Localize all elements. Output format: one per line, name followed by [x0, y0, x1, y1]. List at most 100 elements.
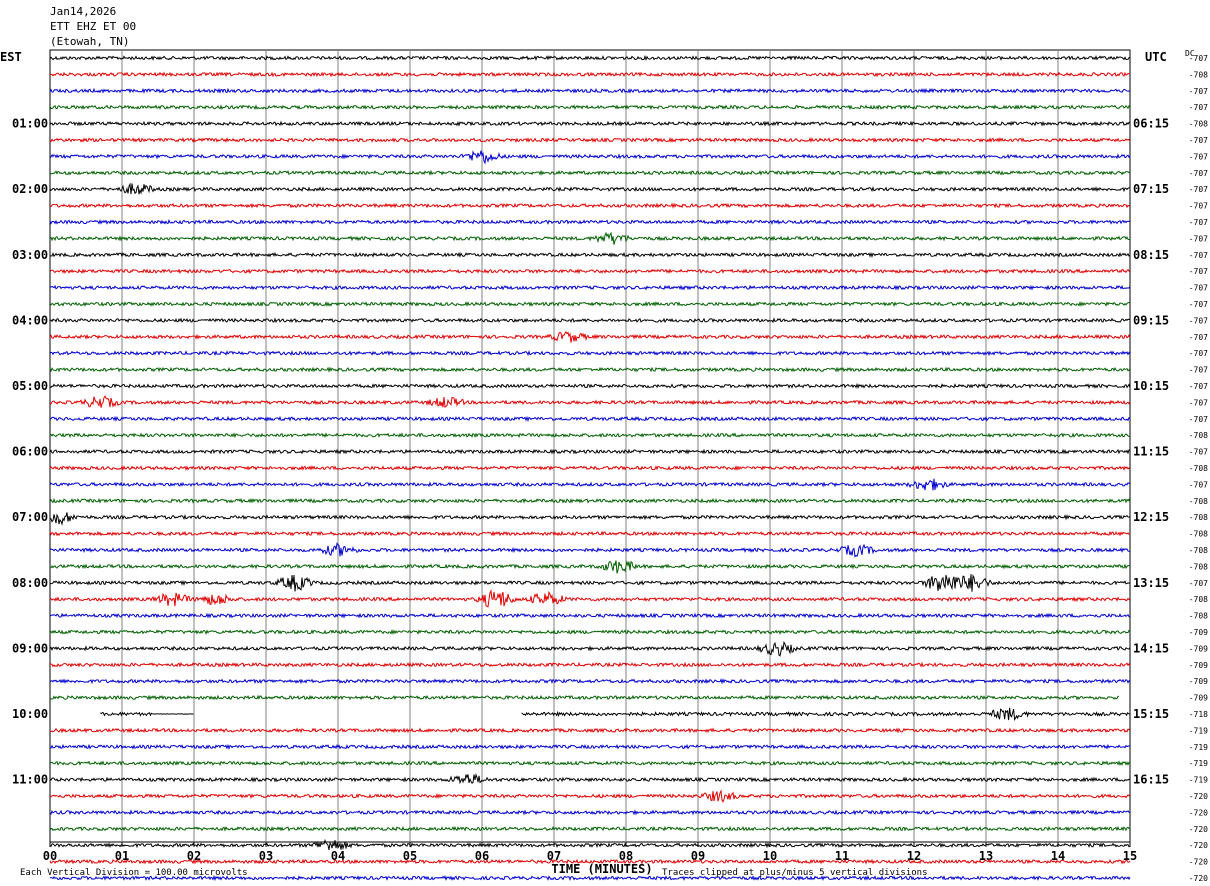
seismic-trace	[49, 530, 1131, 537]
dc-offset-label: -707	[1189, 398, 1208, 407]
dc-offset-label: -720	[1189, 792, 1208, 801]
seismic-trace	[49, 743, 1131, 750]
seismic-trace	[49, 773, 1131, 785]
seismic-trace	[49, 760, 1131, 767]
est-time-label: 07:00	[12, 510, 48, 524]
utc-time-label: 16:15	[1133, 773, 1169, 787]
dc-offset-label: -719	[1189, 776, 1208, 785]
dc-offset-label: -709	[1189, 694, 1208, 703]
seismic-trace	[49, 366, 1131, 373]
utc-time-label: 10:15	[1133, 379, 1169, 393]
seismic-trace	[49, 628, 1131, 636]
seismic-trace	[49, 169, 1131, 176]
seismic-trace	[49, 136, 1131, 143]
utc-time-label: 07:15	[1133, 182, 1169, 196]
seismic-trace	[49, 542, 1131, 558]
dc-offset-label: -719	[1189, 726, 1208, 735]
x-tick-label: 11	[835, 849, 849, 863]
x-tick-label: 13	[979, 849, 993, 863]
seismic-trace	[49, 858, 1131, 865]
footer-clip-note: Traces clipped at plus/minus 5 vertical …	[662, 868, 928, 878]
dc-offset-label: -720	[1189, 858, 1208, 867]
dc-offset-label: -707	[1189, 234, 1208, 243]
dc-offset-label: -707	[1189, 300, 1208, 309]
dc-header-label: DC	[1185, 49, 1195, 58]
seismic-trace	[49, 497, 1131, 504]
x-tick-label: 00	[43, 849, 57, 863]
dc-offset-label: -719	[1189, 759, 1208, 768]
seismic-trace	[49, 809, 1131, 816]
dc-offset-label: -708	[1189, 530, 1208, 539]
seismic-trace	[49, 284, 1131, 291]
x-tick-label: 09	[691, 849, 705, 863]
seismic-trace	[49, 574, 1131, 592]
header-station: ETT EHZ ET 00	[50, 20, 137, 33]
seismic-trace	[521, 707, 1130, 721]
x-tick-label: 06	[475, 849, 489, 863]
dc-offset-label: -707	[1189, 349, 1208, 358]
dc-offset-label: -707	[1189, 202, 1208, 211]
seismic-trace	[49, 300, 1131, 308]
est-time-label: 09:00	[12, 641, 48, 655]
dc-offset-label: -707	[1189, 333, 1208, 342]
x-tick-label: 02	[187, 849, 201, 863]
seismic-trace	[49, 678, 1131, 685]
seismic-trace	[49, 231, 1131, 245]
seismic-trace	[100, 711, 194, 717]
seismic-trace	[49, 104, 1131, 111]
seismic-trace	[49, 54, 1131, 61]
dc-offset-label: -708	[1189, 513, 1208, 522]
dc-offset-label: -708	[1189, 595, 1208, 604]
est-time-label: 05:00	[12, 379, 48, 393]
dc-offset-label: -707	[1189, 366, 1208, 375]
utc-time-label: 08:15	[1133, 248, 1169, 262]
seismic-trace	[49, 661, 1131, 668]
seismic-trace	[49, 874, 1131, 882]
x-tick-label: 01	[115, 849, 129, 863]
est-time-label: 11:00	[12, 773, 48, 787]
seismic-trace	[49, 612, 1131, 619]
seismic-trace	[49, 251, 1131, 259]
seismic-trace	[49, 478, 1131, 491]
dc-offset-label: -707	[1189, 152, 1208, 161]
seismic-trace	[49, 789, 1131, 803]
utc-time-label: 14:15	[1133, 641, 1169, 655]
plot-frame	[49, 49, 1131, 843]
dc-offset-label: -707	[1189, 169, 1208, 178]
dc-offset-label: -707	[1189, 480, 1208, 489]
dc-offset-label: -707	[1189, 185, 1208, 194]
seismic-trace	[49, 350, 1131, 357]
utc-time-label: 15:15	[1133, 707, 1169, 721]
footer-scale-note: Each Vertical Division = 100.00 microvol…	[20, 868, 248, 878]
dc-offset-label: -707	[1189, 218, 1208, 227]
x-tick-label: 07	[547, 849, 561, 863]
dc-offset-label: -707	[1189, 284, 1208, 293]
seismic-trace	[49, 448, 1131, 455]
dc-offset-label: -707	[1189, 251, 1208, 260]
seismic-trace	[49, 432, 1131, 439]
dc-offset-label: -708	[1189, 562, 1208, 571]
dc-offset-label: -708	[1189, 612, 1208, 621]
utc-time-label: 09:15	[1133, 313, 1169, 327]
x-tick-label: 04	[331, 849, 345, 863]
dc-offset-label: -708	[1189, 464, 1208, 473]
dc-offset-label: -720	[1189, 874, 1208, 883]
seismic-trace	[49, 87, 1131, 94]
x-tick-label: 15	[1123, 849, 1137, 863]
x-tick-label: 14	[1051, 849, 1065, 863]
seismic-trace	[49, 150, 1131, 165]
dc-offset-label: -707	[1189, 267, 1208, 276]
dc-offset-label: -707	[1189, 448, 1208, 457]
est-time-label: 01:00	[12, 117, 48, 131]
dc-offset-label: -708	[1189, 70, 1208, 79]
est-axis-label: EST	[0, 50, 22, 64]
x-axis-label: TIME (MINUTES)	[551, 862, 652, 876]
est-time-label: 10:00	[12, 707, 48, 721]
seismic-trace	[49, 694, 1120, 701]
seismic-trace	[49, 415, 1131, 423]
seismic-trace	[49, 589, 1131, 608]
seismic-trace	[49, 560, 1131, 574]
seismic-trace	[49, 182, 1131, 195]
dc-offset-label: -708	[1189, 431, 1208, 440]
